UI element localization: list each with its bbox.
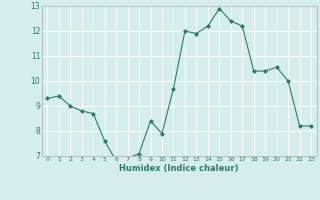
X-axis label: Humidex (Indice chaleur): Humidex (Indice chaleur): [119, 164, 239, 173]
